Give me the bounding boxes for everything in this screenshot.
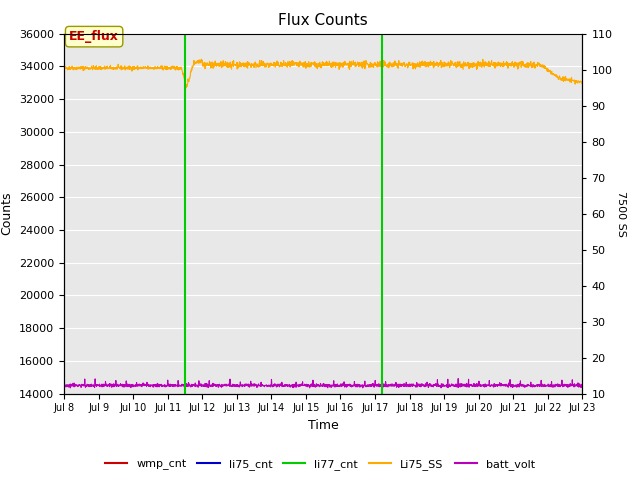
Title: Flux Counts: Flux Counts xyxy=(278,13,368,28)
Text: EE_flux: EE_flux xyxy=(69,30,119,43)
Y-axis label: 7500 SS: 7500 SS xyxy=(616,191,627,237)
Legend: wmp_cnt, li75_cnt, li77_cnt, Li75_SS, batt_volt: wmp_cnt, li75_cnt, li77_cnt, Li75_SS, ba… xyxy=(100,455,540,474)
X-axis label: Time: Time xyxy=(308,419,339,432)
Y-axis label: Counts: Counts xyxy=(1,192,13,235)
